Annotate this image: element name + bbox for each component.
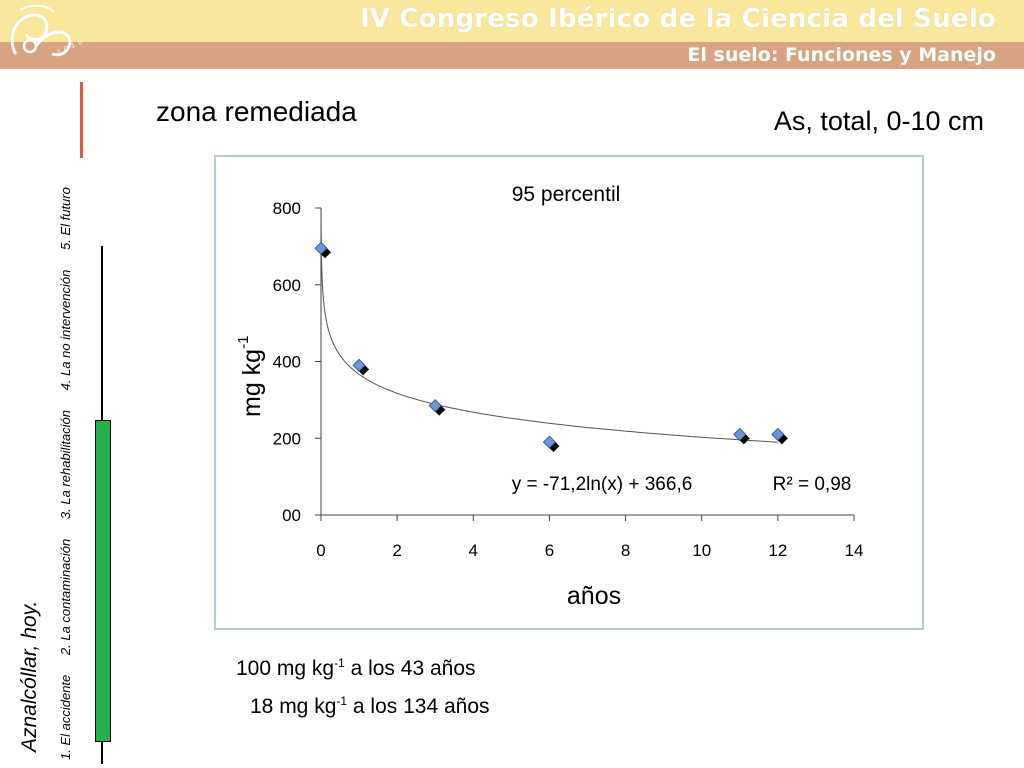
conference-subtitle: El suelo: Funciones y Manejo — [687, 44, 996, 66]
projection-note-2: 18 mg kg-1 a los 134 años — [250, 694, 490, 719]
data-point — [352, 358, 366, 372]
data-point — [542, 435, 556, 449]
data-point — [733, 427, 747, 441]
nav-item-accidente[interactable]: 1. El accidente — [58, 674, 73, 760]
x-axis-label: años — [567, 582, 621, 610]
note-1-sup: -1 — [334, 656, 345, 670]
data-point — [771, 427, 785, 441]
conference-title: IV Congreso Ibérico de la Ciencia del Su… — [359, 4, 996, 34]
nav-item-contaminacion[interactable]: 2. La contaminación — [58, 538, 73, 656]
zone-label: zona remediada — [156, 96, 357, 127]
note-2-sup: -1 — [336, 694, 348, 708]
data-point — [428, 399, 442, 413]
y-axis-label-main: mg kg — [238, 349, 266, 417]
note-2-suffix: a los 134 años — [347, 695, 490, 718]
chart-frame: 00 200 400 600 800 0 2 4 6 8 10 12 14 95 percentil año… — [214, 155, 924, 630]
nav-item-futuro[interactable]: 5. El futuro — [58, 187, 73, 251]
y-tick-label: 00 — [282, 506, 301, 525]
x-tick-label: 2 — [392, 541, 401, 560]
section-title: Aznalcóllar, hoy. — [18, 600, 41, 752]
y-tick-label: 800 — [273, 199, 301, 218]
note-2-value: 18 mg kg — [250, 695, 337, 718]
x-tick-label: 8 — [621, 541, 630, 560]
y-axis-label-sup: -1 — [235, 336, 252, 349]
projection-note-1: 100 mg kg-1 a los 43 años — [236, 656, 476, 681]
section-progress-future — [80, 82, 83, 158]
section-progress-bar — [95, 420, 111, 742]
y-tick-label: 200 — [273, 429, 301, 448]
note-1-value: 100 mg kg — [236, 657, 335, 680]
x-tick-label: 14 — [845, 541, 864, 560]
x-tick-label: 4 — [469, 541, 478, 560]
trend-equation: y = -71,2ln(x) + 366,6 — [512, 474, 693, 495]
x-tick-label: 12 — [768, 541, 787, 560]
x-tick-label: 6 — [545, 541, 554, 560]
scatter-chart: 00 200 400 600 800 0 2 4 6 8 10 12 14 95 percentil año… — [235, 183, 864, 610]
y-axis-label: mg kg-1 — [235, 336, 266, 417]
trendline — [320, 208, 778, 443]
r-squared: R² = 0,98 — [773, 474, 852, 495]
y-tick-label: 400 — [273, 353, 301, 372]
nav-item-no-intervencion[interactable]: 4. La no intervención — [58, 269, 73, 391]
data-point — [314, 241, 328, 255]
x-tick-label: 10 — [692, 541, 711, 560]
note-1-suffix: a los 43 años — [344, 657, 476, 680]
header-banner — [0, 0, 1024, 42]
x-tick-label: 0 — [316, 541, 325, 560]
nav-item-rehabilitacion[interactable]: 3. La rehabilitación — [58, 409, 73, 520]
section-nav: 1. El accidente 2. La contaminación 3. L… — [58, 171, 73, 760]
data-point-shadow — [357, 363, 370, 376]
header-subbanner — [0, 42, 1024, 69]
chart-title: 95 percentil — [512, 183, 621, 206]
measure-label: As, total, 0-10 cm — [773, 106, 984, 136]
conference-logo-icon — [10, 4, 72, 57]
y-tick-label: 600 — [273, 276, 301, 295]
